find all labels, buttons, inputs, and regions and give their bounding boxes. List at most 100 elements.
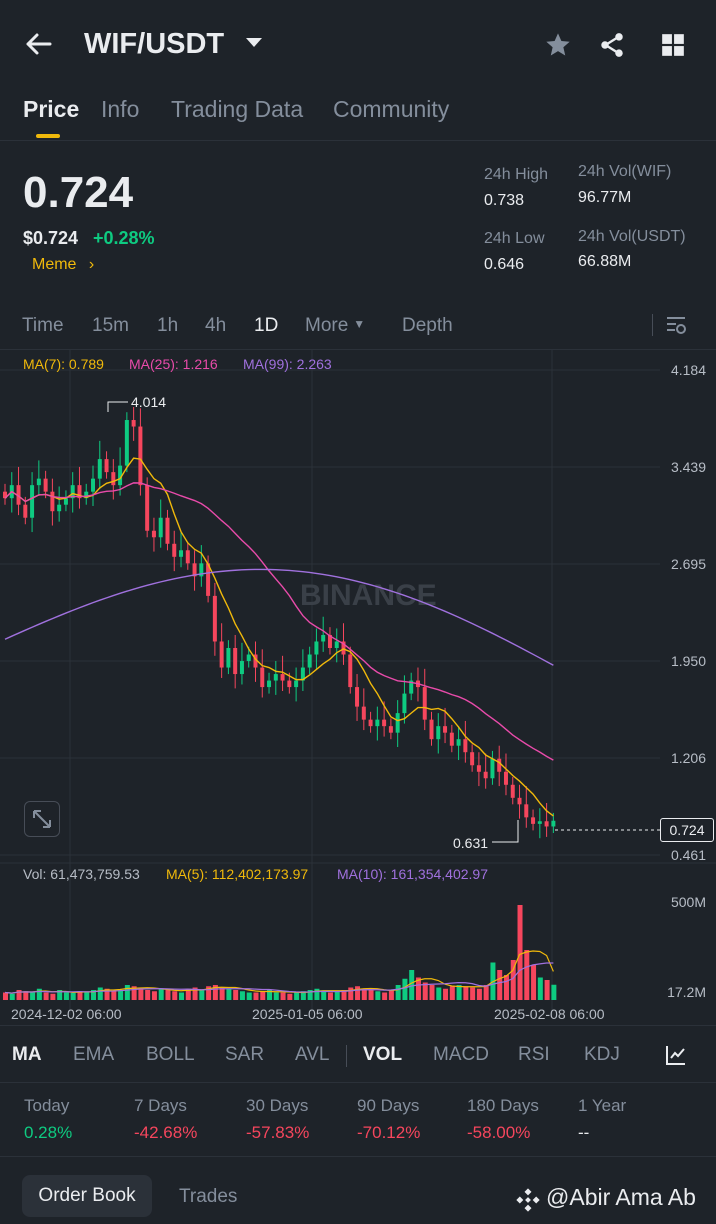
ind-rsi[interactable]: RSI xyxy=(518,1044,550,1065)
volume-bar xyxy=(355,986,361,1000)
volume-bar xyxy=(63,992,69,1000)
watermark-text: @Abir Ama Ab xyxy=(546,1184,696,1210)
tab-trading-data[interactable]: Trading Data xyxy=(171,96,304,122)
tab-community[interactable]: Community xyxy=(333,96,450,122)
grid-icon[interactable] xyxy=(660,32,686,58)
chart-settings-icon[interactable] xyxy=(664,313,688,337)
candle-body xyxy=(544,821,549,827)
candle-body xyxy=(490,758,495,779)
candle-body xyxy=(503,771,508,785)
order-book-tab[interactable]: Order Book xyxy=(22,1175,152,1217)
indicator-settings-icon[interactable] xyxy=(664,1043,688,1067)
candle-body xyxy=(91,478,96,492)
ind-sar[interactable]: SAR xyxy=(225,1044,265,1065)
vol-ma5-line xyxy=(4,950,554,994)
candle-body xyxy=(246,654,251,662)
perf-value: -42.68% xyxy=(134,1123,198,1142)
pair-dropdown-icon[interactable] xyxy=(246,38,262,47)
candle-body xyxy=(30,485,35,518)
vol-tick: 500M xyxy=(670,894,706,910)
ma25-line xyxy=(4,482,554,761)
tf-more[interactable]: More ▼ xyxy=(305,315,365,337)
tab-info[interactable]: Info xyxy=(101,96,140,122)
tf-depth[interactable]: Depth xyxy=(402,315,453,336)
low-value: 0.646 xyxy=(484,256,525,273)
category-tag[interactable]: Meme › xyxy=(32,256,94,274)
volume-bar xyxy=(124,985,130,1000)
candle-body xyxy=(165,517,170,544)
tab-price[interactable]: Price xyxy=(23,96,80,122)
tf-1d[interactable]: 1D xyxy=(254,315,279,336)
kline-chart[interactable]: BINANCE xyxy=(0,350,716,1025)
perf-label: 1 Year xyxy=(578,1096,627,1115)
candle-body xyxy=(361,706,366,720)
pair-title[interactable]: WIF/USDT xyxy=(84,28,225,60)
candle-body xyxy=(124,420,129,466)
volume-bar xyxy=(287,993,293,1000)
candle-body xyxy=(537,821,542,824)
ind-ema[interactable]: EMA xyxy=(73,1044,115,1065)
y-tick: 0.461 xyxy=(670,847,706,863)
volume-bar xyxy=(199,990,205,1000)
volume-bar xyxy=(348,987,354,1000)
volume-bar xyxy=(280,992,286,1000)
volume-bar xyxy=(3,992,8,1000)
ind-kdj[interactable]: KDJ xyxy=(584,1044,620,1065)
volume-bar xyxy=(179,992,185,1000)
volume-bar xyxy=(138,987,144,1000)
candle-body xyxy=(219,641,224,668)
volume-bar xyxy=(402,978,408,1000)
trades-tab[interactable]: Trades xyxy=(179,1186,238,1207)
tf-1h[interactable]: 1h xyxy=(157,315,179,336)
volume-bar xyxy=(118,990,124,1000)
volume-bar xyxy=(497,970,503,1000)
volume-bar xyxy=(260,991,266,1000)
ind-boll[interactable]: BOLL xyxy=(146,1044,195,1065)
candle-body xyxy=(192,563,197,577)
volume-bar xyxy=(111,991,117,1000)
volume-bar xyxy=(145,990,151,1000)
ind-avl[interactable]: AVL xyxy=(295,1044,330,1065)
chevron-right-icon: › xyxy=(88,256,95,273)
volume-bar xyxy=(212,985,218,1000)
tf-time[interactable]: Time xyxy=(22,315,64,336)
volume-bar xyxy=(192,987,198,1000)
y-tick: 3.439 xyxy=(670,459,706,475)
star-icon[interactable] xyxy=(544,31,572,59)
candle-body xyxy=(524,804,529,818)
candle-body xyxy=(111,472,116,486)
candle-body xyxy=(185,550,190,564)
candle-body xyxy=(334,641,339,648)
y-tick: 1.950 xyxy=(670,653,706,669)
ind-ma[interactable]: MA xyxy=(12,1044,42,1065)
vol-base-label: 24h Vol(WIF) xyxy=(578,163,672,180)
y-tick: 2.695 xyxy=(670,556,706,572)
candle-body xyxy=(341,641,346,655)
tf-15m[interactable]: 15m xyxy=(92,315,129,336)
candle-body xyxy=(3,491,7,499)
candle-body xyxy=(375,719,380,727)
fullscreen-button[interactable] xyxy=(24,801,60,837)
candle-body xyxy=(145,485,150,531)
volume-bar xyxy=(307,990,313,1000)
back-arrow-icon[interactable] xyxy=(24,32,52,56)
candle-body xyxy=(436,726,441,740)
volume-bar xyxy=(395,985,401,1000)
volume-legend: Vol: 61,473,759.53 xyxy=(23,866,140,882)
candle-body xyxy=(327,634,332,648)
binance-logo-icon xyxy=(516,1188,540,1212)
volume-bar xyxy=(341,990,347,1000)
candle-body xyxy=(463,739,468,753)
candle-body xyxy=(179,550,184,557)
vol-quote-value: 66.88M xyxy=(578,253,632,270)
ind-vol[interactable]: VOL xyxy=(363,1044,403,1065)
last-price: 0.724 xyxy=(23,168,134,217)
x-label: 2025-01-05 06:00 xyxy=(252,1006,363,1022)
candle-body xyxy=(158,517,163,538)
volume-bar xyxy=(165,990,171,1000)
volume-bar xyxy=(50,993,56,1000)
ind-macd[interactable]: MACD xyxy=(433,1044,489,1065)
candle-body xyxy=(57,504,62,512)
share-icon[interactable] xyxy=(598,31,626,59)
tf-4h[interactable]: 4h xyxy=(205,315,227,336)
